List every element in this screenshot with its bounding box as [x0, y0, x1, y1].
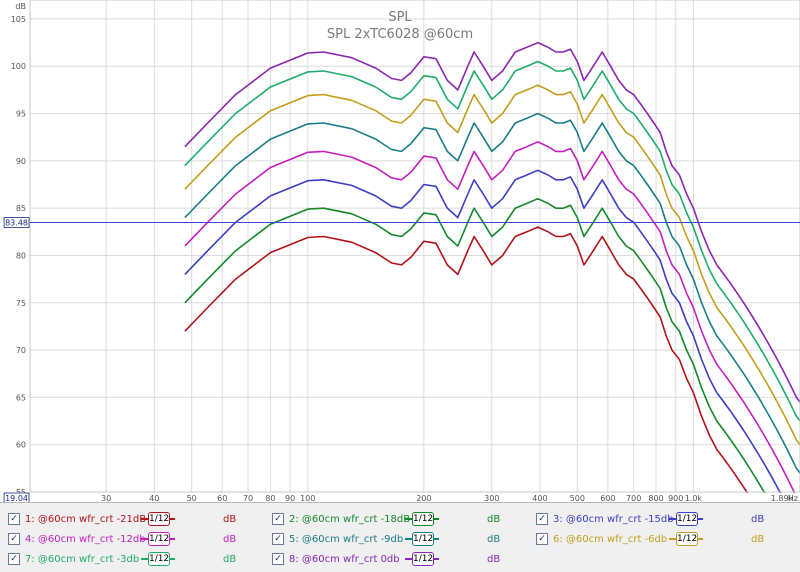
legend-item-6[interactable]: ✓ 6: @60cm wfr_crt -6db 1/12 dB: [536, 530, 764, 548]
smoothing-label: 1/12: [412, 552, 434, 566]
chart-title: SPL: [388, 10, 412, 25]
legend-unit: dB: [487, 533, 501, 545]
y-tick-label: 85: [16, 204, 26, 213]
x-tick-label: 30: [101, 494, 111, 502]
axis-layer: 55 60 65 70 75 80 85 90 95 100 105 dB 19.04 30 40 50 60 7…: [0, 0, 800, 502]
legend-unit: dB: [751, 513, 765, 525]
smoothing-indicator[interactable]: 1/12: [669, 512, 703, 526]
smoothing-label: 1/12: [676, 532, 698, 546]
series-line-7: [184, 60, 800, 422]
legend-unit: dB: [751, 533, 765, 545]
series-line-6: [184, 84, 800, 446]
smoothing-indicator[interactable]: 1/12: [405, 532, 439, 546]
legend-unit: dB: [487, 553, 501, 565]
legend-item-7[interactable]: ✓ 7: @60cm wfr_crt -3db 1/12 dB: [8, 550, 236, 568]
legend-item-5[interactable]: ✓ 5: @60cm wfr_crt -9db 1/12 dB: [272, 530, 500, 548]
x-tick-label: 900: [668, 494, 683, 502]
legend-checkbox[interactable]: ✓: [272, 553, 284, 565]
x-tick-label: 200: [416, 494, 431, 502]
smoothing-indicator[interactable]: 1/12: [141, 552, 175, 566]
legend-item-1[interactable]: ✓ 1: @60cm wfr_crt -21dB 1/12 dB: [8, 510, 236, 528]
series-line-3: [184, 169, 786, 502]
legend-checkbox[interactable]: ✓: [536, 533, 548, 545]
y-tick-label: 95: [16, 110, 26, 119]
y-tick-label: 105: [11, 15, 26, 24]
legend-label: 1: @60cm wfr_crt -21dB: [25, 513, 147, 525]
legend-item-8[interactable]: ✓ 8: @60cm wfr_crt 0db 1/12 dB: [272, 550, 500, 568]
legend-checkbox[interactable]: ✓: [272, 513, 284, 525]
x-tick-label: 700: [626, 494, 641, 502]
x-tick-label: 1.89k: [771, 494, 794, 502]
x-tick-label: 1.0k: [685, 494, 703, 502]
legend-label: 5: @60cm wfr_crt -9db: [289, 533, 404, 545]
x-tick-label: 19.04: [5, 494, 28, 502]
legend-checkbox[interactable]: ✓: [536, 513, 548, 525]
series-line-5: [184, 112, 800, 474]
x-tick-label: 50: [187, 494, 197, 502]
cursor-readout-box: [3, 217, 30, 228]
y-tick-label: 60: [16, 441, 26, 450]
legend-item-3[interactable]: ✓ 3: @60cm wfr_crt -15db 1/12 dB: [536, 510, 764, 528]
smoothing-indicator[interactable]: 1/12: [141, 532, 175, 546]
x-tick-label: 600: [600, 494, 615, 502]
x-tick-label: 80: [265, 494, 275, 502]
legend-unit: dB: [223, 553, 237, 565]
x-unit-label: Hz: [788, 494, 798, 502]
legend-label: 3: @60cm wfr_crt -15db: [553, 513, 674, 525]
x-tick-label: 300: [484, 494, 499, 502]
smoothing-label: 1/12: [148, 512, 170, 526]
y-tick-label: 75: [16, 299, 26, 308]
smoothing-indicator[interactable]: 1/12: [405, 512, 439, 526]
y-tick-label: 55: [16, 488, 26, 497]
y-tick-label: 70: [16, 346, 26, 355]
y-tick-label: 65: [16, 393, 26, 402]
plot-frame: [29, 0, 800, 493]
y-tick-label: 90: [16, 157, 26, 166]
cursor-readout: 83.48: [5, 219, 28, 228]
smoothing-indicator[interactable]: 1/12: [141, 512, 175, 526]
legend-unit: dB: [487, 513, 501, 525]
x-tick-label: 60: [217, 494, 227, 502]
series-line-8: [184, 41, 800, 403]
legend-unit: dB: [223, 513, 237, 525]
series-line-2: [184, 197, 771, 502]
legend-checkbox[interactable]: ✓: [272, 533, 284, 545]
x-tick-label: 400: [532, 494, 547, 502]
x-tick-label: 70: [243, 494, 253, 502]
legend-label: 2: @60cm wfr_crt -18dB: [289, 513, 411, 525]
chart-subtitle: SPL 2xTC6028 @60cm: [327, 27, 473, 42]
x-cursor-readout-box: [3, 492, 30, 502]
x-tick-label: 800: [648, 494, 663, 502]
spl-chart: 55 60 65 70 75 80 85 90 95 100 105 dB 19.04 30 40 50 60 7…: [0, 0, 800, 502]
legend-item-4[interactable]: ✓ 4: @60cm wfr_crt -12db 1/12 dB: [8, 530, 236, 548]
grid: [30, 0, 800, 493]
legend-label: 4: @60cm wfr_crt -12db: [25, 533, 146, 545]
chart-background: [0, 0, 800, 502]
legend-checkbox[interactable]: ✓: [8, 533, 20, 545]
legend-label: 6: @60cm wfr_crt -6db: [553, 533, 668, 545]
legend-checkbox[interactable]: ✓: [8, 513, 20, 525]
smoothing-label: 1/12: [148, 532, 170, 546]
smoothing-label: 1/12: [148, 552, 170, 566]
y-unit-label: dB: [15, 2, 26, 11]
x-tick-label: 500: [570, 494, 585, 502]
y-tick-label: 80: [16, 251, 26, 260]
smoothing-label: 1/12: [676, 512, 698, 526]
legend-unit: dB: [223, 533, 237, 545]
smoothing-label: 1/12: [412, 512, 434, 526]
legend-checkbox[interactable]: ✓: [8, 553, 20, 565]
smoothing-label: 1/12: [412, 532, 434, 546]
series-line-4: [184, 141, 800, 502]
legend-panel: ✓ 1: @60cm wfr_crt -21dB 1/12 dB ✓ 2: @60cm w…: [0, 502, 800, 572]
smoothing-indicator[interactable]: 1/12: [669, 532, 703, 546]
x-tick-label: 90: [285, 494, 295, 502]
axis-mask: [0, 493, 800, 502]
legend-label: 7: @60cm wfr_crt -3db: [25, 553, 140, 565]
x-tick-label: 100: [300, 494, 315, 502]
legend-item-2[interactable]: ✓ 2: @60cm wfr_crt -18dB 1/12 dB: [272, 510, 500, 528]
x-tick-label: 40: [149, 494, 159, 502]
legend-label: 8: @60cm wfr_crt 0db: [289, 553, 400, 565]
smoothing-indicator[interactable]: 1/12: [405, 552, 439, 566]
y-tick-label: 100: [11, 62, 26, 71]
